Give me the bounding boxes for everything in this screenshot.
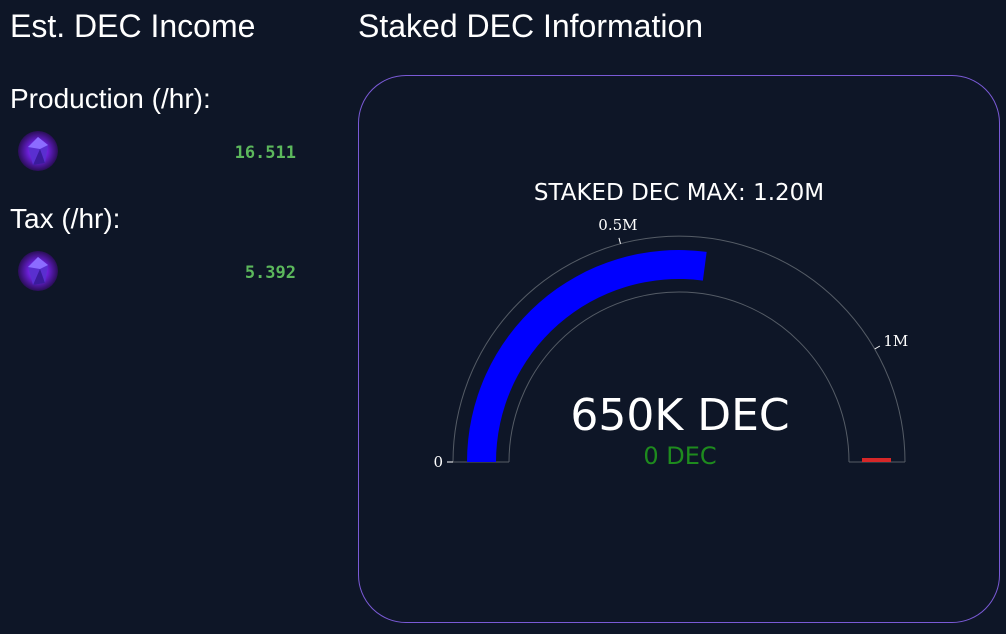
- production-row: 16.511: [18, 131, 296, 175]
- tax-label: Tax (/hr):: [10, 203, 121, 234]
- income-title: Est. DEC Income: [10, 8, 256, 44]
- staked-title: Staked DEC Information: [358, 8, 704, 44]
- gauge-tick: [874, 345, 881, 350]
- gauge-delta-text: 0 DEC: [643, 442, 717, 470]
- gauge-title: STAKED DEC MAX: 1.20M: [533, 180, 825, 206]
- tax-row: 5.392: [18, 251, 296, 295]
- production-label: Production (/hr):: [10, 83, 211, 114]
- gauge-value-bar: [467, 250, 707, 462]
- gauge-chart: 0 0.5M 1M: [433, 216, 908, 471]
- gauge-outer-outline: [452, 235, 906, 463]
- dec-crystal-icon: [18, 251, 58, 291]
- gauge-value-text: 650K DEC: [570, 390, 790, 441]
- tax-value: 5.392: [244, 263, 296, 283]
- production-value: 16.511: [234, 143, 296, 163]
- gauge-tick-label: 0.5M: [598, 216, 637, 234]
- dec-crystal-icon: [18, 131, 58, 171]
- gauge-tick: [618, 237, 621, 244]
- staked-gauge-card: STAKED DEC MAX: 1.20M 0 0.5M 1M 650K DEC 0…: [358, 75, 1000, 623]
- gauge-tick-label: 0: [433, 453, 443, 471]
- gauge-inner-outline: [508, 291, 850, 463]
- gauge-tick-label: 1M: [883, 332, 908, 350]
